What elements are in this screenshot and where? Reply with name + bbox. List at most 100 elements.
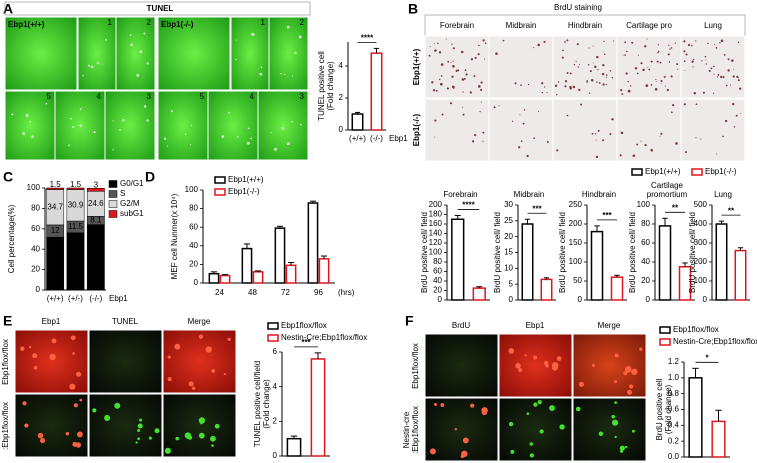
y-tick-label: 100 (569, 257, 583, 266)
inset-label: 1 (108, 18, 113, 27)
cell (594, 133, 597, 135)
cell (588, 47, 590, 49)
y-tick-label: 200 (694, 257, 708, 266)
cell (732, 102, 735, 106)
cell (551, 364, 558, 371)
cell (655, 78, 657, 81)
micrograph (572, 397, 647, 462)
cell (634, 67, 638, 70)
cell (705, 63, 708, 65)
cell (640, 62, 643, 65)
cell (732, 75, 735, 78)
cell (471, 140, 475, 143)
cell (482, 140, 484, 142)
cell (613, 380, 618, 384)
bar (521, 223, 534, 301)
inset-label: 1 (261, 18, 266, 27)
y-tick-label: 0.0 (668, 452, 680, 461)
x-tick-label: 24 (215, 288, 224, 297)
y-tick-label: 60 (641, 238, 650, 247)
cell (75, 442, 82, 448)
group-label: Ebp1(-/-) (161, 20, 194, 29)
y-tick-label: 100 (637, 200, 651, 209)
cell (25, 114, 29, 117)
cell (611, 77, 613, 79)
cell (604, 53, 606, 56)
cell (433, 43, 435, 45)
cell (223, 373, 226, 376)
cell (11, 113, 14, 116)
bar (219, 274, 231, 284)
panel-letter: D (145, 169, 155, 185)
cell (87, 64, 90, 67)
cell (708, 69, 711, 73)
cell (520, 140, 523, 143)
cell (129, 34, 132, 36)
cell (514, 82, 517, 85)
cell (674, 42, 676, 44)
legend-label: Nestin-Cre;Ebp1flox/flox (281, 333, 367, 342)
cell (556, 93, 558, 96)
panel-title: BrdU staining (554, 3, 602, 12)
column-label: TUNEL (112, 317, 139, 326)
cell (578, 381, 584, 387)
cell (619, 154, 622, 157)
bar (286, 437, 302, 457)
cell (590, 78, 594, 82)
cell (462, 107, 464, 109)
cell (737, 77, 740, 79)
cell (637, 54, 639, 56)
significance-label: ** (728, 206, 735, 215)
cell (32, 353, 38, 359)
micrograph (14, 329, 89, 394)
cell (722, 135, 724, 138)
cell (732, 68, 734, 70)
y-tick-label: 60 (433, 267, 442, 276)
cell (559, 424, 565, 430)
bar (285, 264, 297, 284)
cell (493, 106, 496, 109)
cell (609, 70, 612, 72)
bar (208, 272, 220, 284)
value-label: 1.5 (50, 180, 62, 189)
cell (670, 75, 673, 78)
y-tick-label: 180 (429, 210, 443, 219)
cell (578, 64, 580, 66)
cell (603, 40, 605, 43)
cell (463, 77, 466, 80)
column-label: Midbrain (506, 21, 537, 30)
y-axis-label: MEF cell Nunmer(x 10⁴) (170, 193, 179, 279)
cell (683, 40, 686, 43)
cell (529, 453, 534, 458)
cell (598, 431, 604, 436)
cell (214, 423, 220, 429)
legend-label: Ebp1flox/flox (281, 321, 327, 330)
cell (654, 87, 658, 91)
y-tick-label: 150 (569, 238, 583, 247)
cell (51, 338, 57, 344)
cell (460, 454, 464, 459)
y-tick-label: 0 (509, 295, 514, 304)
cell (692, 66, 694, 68)
bar (241, 247, 253, 284)
y-tick-label: 0.4 (668, 420, 680, 429)
cell (589, 70, 592, 73)
legend-label: subG1 (120, 209, 144, 218)
cell (614, 435, 617, 439)
significance-label: *** (532, 204, 542, 213)
legend-label: Ebp1(+/+) (645, 167, 681, 176)
cell (564, 41, 566, 43)
cell (620, 89, 623, 92)
inset-label: 5 (47, 92, 52, 101)
legend-label: G2/M (120, 199, 140, 208)
y-tick-label: 1.2 (668, 357, 680, 366)
cell (135, 441, 138, 444)
bar (252, 271, 264, 284)
cell (440, 75, 443, 77)
cell (533, 137, 535, 140)
cell (79, 108, 82, 110)
cell (91, 65, 94, 68)
cell (533, 47, 535, 49)
cell (524, 354, 527, 357)
cell (664, 85, 666, 87)
